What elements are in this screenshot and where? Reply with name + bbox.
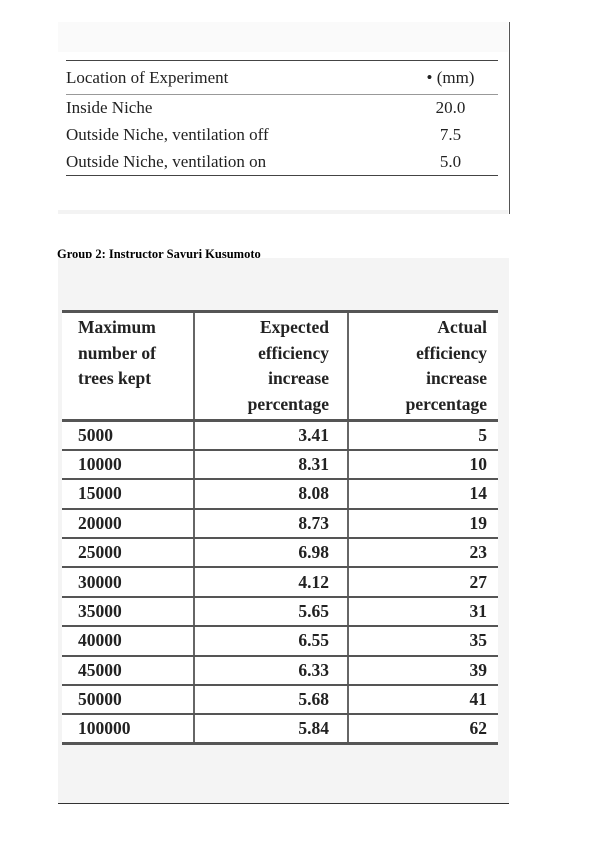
table1-cell: 7.5 bbox=[439, 125, 462, 144]
table-row: 10000 8.31 10 bbox=[62, 449, 498, 481]
table2-image: Maximum number of trees kept Expected ef… bbox=[58, 258, 509, 804]
table2-cell: 10 bbox=[348, 449, 498, 481]
table2-cell: 6.55 bbox=[193, 626, 349, 657]
table-row: 35000 5.65 31 bbox=[62, 596, 498, 628]
table2-cell: 40000 bbox=[62, 626, 194, 657]
table2-cell: 50000 bbox=[62, 685, 194, 716]
table-row: 40000 6.55 35 bbox=[62, 626, 498, 657]
table2-cell: 5000 bbox=[62, 420, 194, 451]
table2-cell: 15000 bbox=[62, 479, 194, 510]
table1-image: Location of Experiment • (mm) Inside Nic… bbox=[58, 22, 510, 214]
table2-cell: 25000 bbox=[62, 538, 194, 569]
table1-bottom-band bbox=[58, 210, 508, 214]
table2-cell: 4.12 bbox=[193, 567, 349, 598]
table2-cell: 5.68 bbox=[193, 685, 349, 716]
table2-cell: 31 bbox=[348, 596, 498, 628]
table-row: Outside Niche, ventilation on 5.0 bbox=[66, 148, 498, 176]
table1-header-location: Location of Experiment bbox=[66, 60, 403, 95]
table-row: 100000 5.84 62 bbox=[62, 714, 498, 746]
table2-cell: 10000 bbox=[62, 449, 194, 481]
table2-header-text: Maximum number of trees kept bbox=[78, 317, 156, 388]
table2-cell: 35 bbox=[348, 626, 498, 657]
table2-cell: 20000 bbox=[62, 508, 194, 540]
table2-cell: 27 bbox=[348, 567, 498, 598]
table1-cell: Outside Niche, ventilation off bbox=[66, 125, 269, 144]
table-row: 25000 6.98 23 bbox=[62, 538, 498, 569]
table2-cell: 8.73 bbox=[193, 508, 349, 540]
table2-cell: 14 bbox=[348, 479, 498, 510]
table2-cell: 39 bbox=[348, 655, 498, 687]
table-row: Outside Niche, ventilation off 7.5 bbox=[66, 122, 498, 149]
table1-cell: Inside Niche bbox=[66, 98, 153, 118]
table1-header-row: Location of Experiment • (mm) bbox=[66, 60, 498, 95]
table-row: 45000 6.33 39 bbox=[62, 655, 498, 687]
table2-cell: 5.84 bbox=[193, 714, 349, 746]
table-row: 15000 8.08 14 bbox=[62, 479, 498, 510]
table2-header-actual: Actual efficiency increase percentage bbox=[348, 310, 498, 422]
table2-cell: 19 bbox=[348, 508, 498, 540]
table1-cell: 5.0 bbox=[403, 148, 498, 176]
table1-cell: Outside Niche, ventilation on bbox=[66, 148, 403, 176]
table2-cell: 100000 bbox=[62, 714, 194, 746]
table2-cell: 6.33 bbox=[193, 655, 349, 687]
table-row: Inside Niche 20.0 bbox=[66, 95, 498, 122]
table2-cell: 8.08 bbox=[193, 479, 349, 510]
table1: Location of Experiment • (mm) Inside Nic… bbox=[66, 60, 498, 176]
table2-cell: 5.65 bbox=[193, 596, 349, 628]
table2-cell: 5 bbox=[348, 420, 498, 451]
table2-cell: 45000 bbox=[62, 655, 194, 687]
table2-header-text: Actual efficiency increase percentage bbox=[405, 317, 487, 414]
table2-cell: 30000 bbox=[62, 567, 194, 598]
table2-header-expected: Expected efficiency increase percentage bbox=[193, 310, 349, 422]
table2-cell: 8.31 bbox=[193, 449, 349, 481]
table2-header-row: Maximum number of trees kept Expected ef… bbox=[62, 310, 498, 422]
table2-header-max-trees: Maximum number of trees kept bbox=[62, 310, 194, 422]
table1-cell: 20.0 bbox=[435, 98, 466, 118]
table-row: 5000 3.41 5 bbox=[62, 420, 498, 451]
table2-cell: 3.41 bbox=[193, 420, 349, 451]
table2-cell: 41 bbox=[348, 685, 498, 716]
table2: Maximum number of trees kept Expected ef… bbox=[62, 310, 498, 746]
table1-header-mm: • (mm) bbox=[403, 60, 498, 95]
table-row: 30000 4.12 27 bbox=[62, 567, 498, 598]
table2-cell: 23 bbox=[348, 538, 498, 569]
table-row: 50000 5.68 41 bbox=[62, 685, 498, 716]
table2-header-text: Expected efficiency increase percentage bbox=[247, 317, 329, 414]
group-heading: Group 2: Instructor Sayuri Kusumoto bbox=[57, 247, 261, 261]
table2-cell: 6.98 bbox=[193, 538, 349, 569]
table2-cell: 35000 bbox=[62, 596, 194, 628]
table2-cell: 62 bbox=[348, 714, 498, 746]
table-row: 20000 8.73 19 bbox=[62, 508, 498, 540]
table1-top-band bbox=[58, 22, 508, 52]
